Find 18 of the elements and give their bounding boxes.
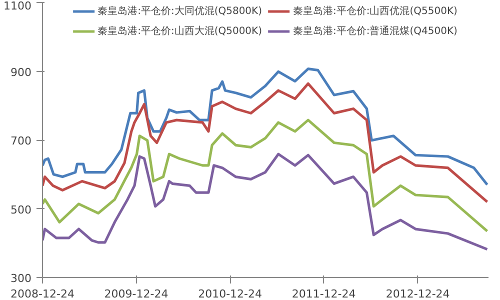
legend-label: 秦皇岛港:平仓价:普通混煤(Q4500K) bbox=[293, 24, 458, 38]
y-tick-label: 300 bbox=[10, 272, 32, 285]
legend-label: 秦皇岛港:平仓价:大同优混(Q5800K) bbox=[98, 4, 262, 18]
y-tick-label: 700 bbox=[10, 134, 32, 148]
x-tick-label: 2010-12-24 bbox=[198, 288, 262, 300]
line-series bbox=[42, 152, 488, 251]
line-series bbox=[42, 82, 488, 204]
legend-label: 秦皇岛港:平仓价:山西大混(Q5000K) bbox=[98, 24, 262, 38]
line-series bbox=[42, 118, 488, 232]
line-series bbox=[42, 68, 488, 186]
x-tick-label: 2009-12-24 bbox=[104, 288, 168, 300]
x-tick-label: 2012-12-24 bbox=[386, 288, 450, 300]
legend-label: 秦皇岛港:平仓价:山西优混(Q5500K) bbox=[293, 4, 458, 18]
y-tick-label: 900 bbox=[10, 66, 32, 79]
y-tick-label: 1100 bbox=[4, 0, 32, 12]
x-tick-label: 2011-12-24 bbox=[292, 288, 356, 300]
x-tick-label: 2008-12-24 bbox=[10, 288, 74, 300]
y-tick-label: 500 bbox=[10, 203, 32, 216]
